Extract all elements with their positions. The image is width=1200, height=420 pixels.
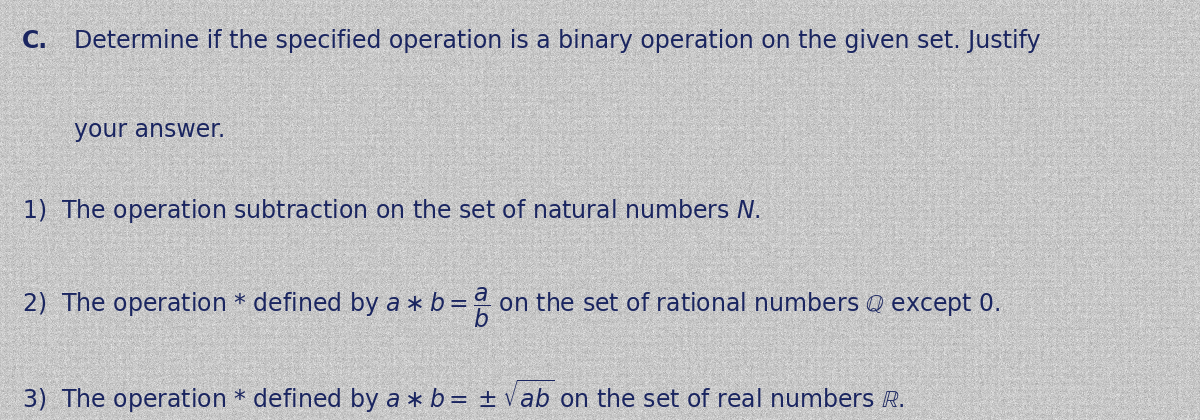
Text: 1)  The operation subtraction on the set of natural numbers $\mathit{N}$.: 1) The operation subtraction on the set … bbox=[22, 197, 761, 226]
Text: 2)  The operation $*$ defined by $a \ast b = \dfrac{a}{b}$ on the set of rationa: 2) The operation $*$ defined by $a \ast … bbox=[22, 286, 1000, 330]
Text: C.: C. bbox=[22, 29, 48, 53]
Text: Determine if the specified operation is a binary operation on the given set. Jus: Determine if the specified operation is … bbox=[74, 29, 1042, 53]
Text: your answer.: your answer. bbox=[74, 118, 226, 142]
Text: 3)  The operation $*$ defined by $a \ast b = \pm\sqrt{ab}$ on the set of real nu: 3) The operation $*$ defined by $a \ast … bbox=[22, 378, 904, 415]
